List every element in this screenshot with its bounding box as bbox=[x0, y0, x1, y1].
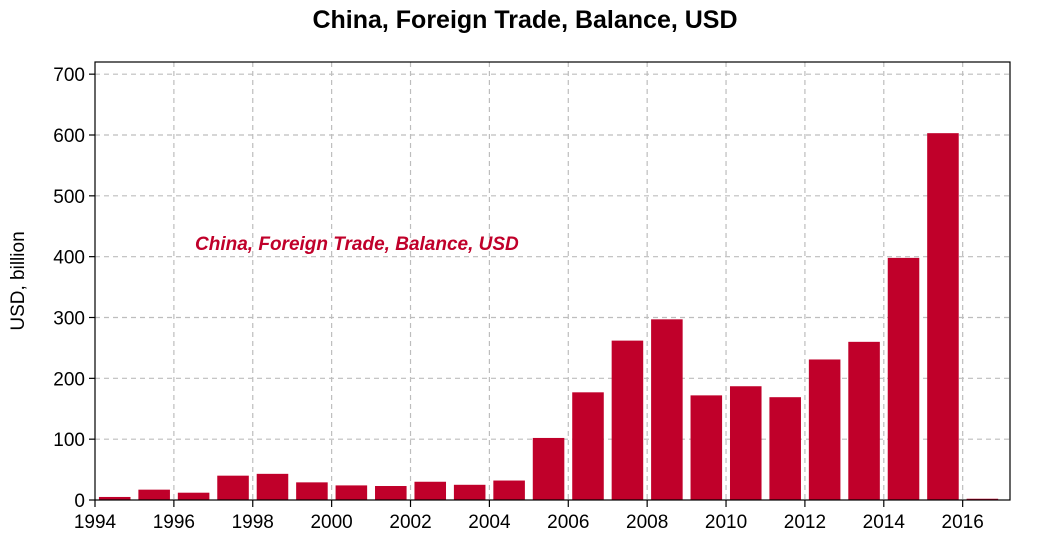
x-tick-label: 2012 bbox=[784, 512, 826, 533]
bar bbox=[729, 386, 762, 500]
bar bbox=[887, 257, 920, 500]
x-tick-label: 2010 bbox=[705, 512, 747, 533]
y-axis-label: USD, billion bbox=[8, 231, 29, 330]
y-tick-label: 600 bbox=[53, 126, 85, 147]
bar bbox=[611, 340, 644, 500]
y-axis-ticks: 0 100 200 300 400 500 600 700 bbox=[53, 65, 95, 512]
y-tick-label: 0 bbox=[74, 491, 85, 512]
bar bbox=[217, 475, 249, 500]
y-tick-label: 400 bbox=[53, 248, 85, 269]
bar bbox=[335, 485, 368, 500]
bar bbox=[927, 133, 959, 501]
plot-frame bbox=[94, 61, 1011, 501]
chart-title: China, Foreign Trade, Balance, USD bbox=[312, 6, 738, 34]
bar bbox=[296, 482, 328, 500]
chart-annotation: China, Foreign Trade, Balance, USD bbox=[195, 234, 519, 255]
bar bbox=[177, 492, 210, 500]
grid-lines bbox=[95, 62, 1010, 500]
bar bbox=[532, 437, 565, 500]
bar bbox=[98, 496, 131, 500]
bar bbox=[138, 489, 170, 500]
bar bbox=[848, 341, 880, 500]
x-tick-label: 2002 bbox=[389, 512, 431, 533]
bar bbox=[651, 319, 683, 500]
y-tick-label: 300 bbox=[53, 309, 85, 330]
x-tick-label: 2000 bbox=[310, 512, 352, 533]
bar-series bbox=[98, 133, 999, 501]
bar bbox=[572, 392, 604, 500]
y-tick-label: 200 bbox=[53, 369, 85, 390]
x-tick-label: 1994 bbox=[74, 512, 117, 533]
bar bbox=[769, 397, 801, 500]
x-tick-label: 2014 bbox=[863, 512, 906, 533]
x-tick-label: 2006 bbox=[547, 512, 589, 533]
x-tick-label: 1998 bbox=[232, 512, 274, 533]
bar bbox=[808, 359, 841, 500]
x-tick-label: 2016 bbox=[942, 512, 984, 533]
y-tick-label: 500 bbox=[53, 187, 85, 208]
x-tick-label: 2008 bbox=[626, 512, 668, 533]
bar bbox=[690, 395, 723, 500]
y-tick-label: 100 bbox=[53, 430, 85, 451]
bar bbox=[375, 486, 407, 500]
x-tick-label: 2004 bbox=[468, 512, 511, 533]
bar bbox=[414, 481, 447, 500]
bar bbox=[493, 480, 525, 500]
x-tick-label: 1996 bbox=[153, 512, 195, 533]
y-tick-label: 700 bbox=[53, 65, 85, 86]
bar bbox=[453, 484, 486, 500]
x-axis-ticks: 1994 1996 1998 2000 2002 2004 2006 2008 2010 2012… bbox=[74, 500, 984, 533]
bar bbox=[256, 473, 289, 500]
